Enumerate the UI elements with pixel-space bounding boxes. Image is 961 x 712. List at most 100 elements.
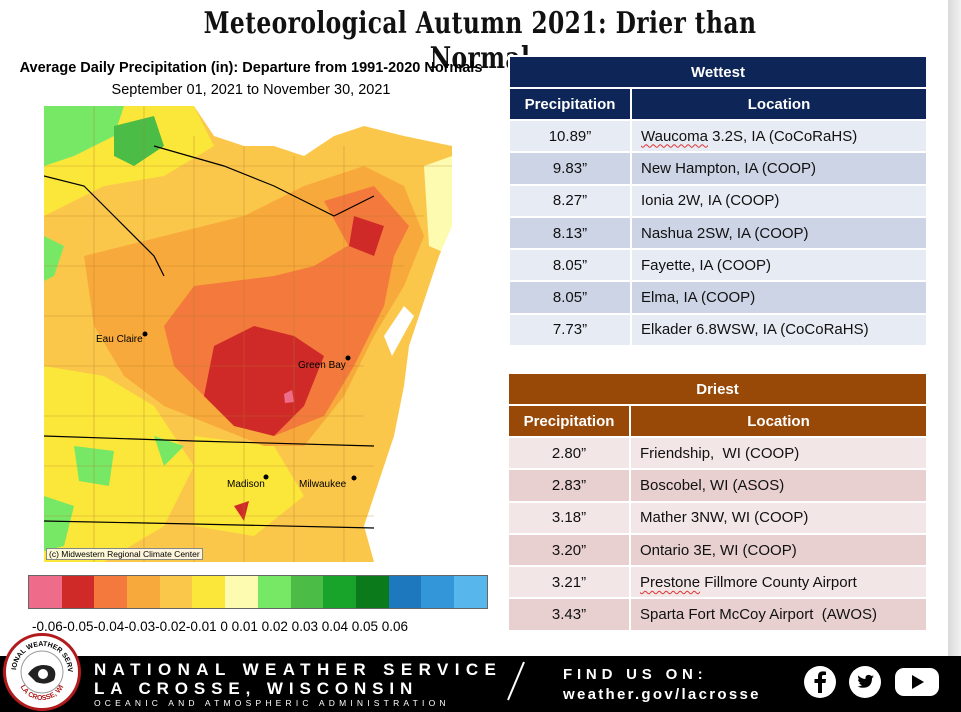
legend-color-swatch (225, 576, 258, 608)
wettest-location-text: New Hampton, IA (COOP) (641, 159, 817, 177)
wettest-precip-cell: 8.27” (508, 183, 632, 218)
footer-agency-name: OCEANIC AND ATMOSPHERIC ADMINISTRATION (94, 698, 450, 708)
driest-location-header: Location (629, 404, 928, 438)
wettest-precip-header: Precipitation (508, 87, 632, 121)
driest-location-text: Fillmore County Airport (700, 573, 857, 591)
driest-precip-cell: 2.80” (507, 435, 631, 471)
wettest-location-text: Elkader 6.8WSW, IA (CoCoRaHS) (641, 321, 869, 339)
legend-color-swatch (355, 576, 389, 608)
city-label-eau-claire: Eau Claire (96, 334, 143, 345)
city-label-green-bay: Green Bay (298, 360, 346, 371)
wettest-location-cell: New Hampton, IA (COOP) (630, 151, 928, 186)
legend-color-swatch (421, 576, 454, 608)
legend-color-swatch (290, 576, 324, 608)
driest-location-cell: Prestone Fillmore County Airport (629, 565, 928, 600)
legend-tick-labels: -0.06-0.05-0.04-0.03-0.02-0.01 0 0.01 0.… (32, 619, 409, 634)
wettest-location-header: Location (630, 87, 928, 121)
footer-org-name: NATIONAL WEATHER SERVICE (94, 660, 503, 679)
legend-color-swatch (29, 576, 62, 608)
driest-location-cell: Sparta Fort McCoy Airport (AWOS) (629, 597, 928, 632)
map-title: Average Daily Precipitation (in): Depart… (19, 60, 483, 76)
driest-precip-header: Precipitation (507, 404, 631, 438)
driest-location-cell: Mather 3NW, WI (COOP) (629, 500, 928, 535)
driest-table-row: 3.21” Prestone Fillmore County Airport (507, 565, 928, 600)
wettest-location-text: Ionia 2W, IA (COOP) (641, 192, 780, 210)
driest-location-cell: Ontario 3E, WI (COOP) (629, 532, 928, 568)
driest-precip-cell: 3.21” (507, 565, 631, 600)
wettest-table-row: 9.83” New Hampton, IA (COOP) (508, 151, 928, 186)
driest-table-row: 3.18” Mather 3NW, WI (COOP) (507, 500, 928, 535)
legend-color-swatch (453, 576, 487, 608)
wettest-table-row: 8.05” Fayette, IA (COOP) (508, 248, 928, 283)
legend-color-swatch (257, 576, 291, 608)
wettest-precip-cell: 7.73” (508, 312, 632, 348)
twitter-icon[interactable] (848, 665, 882, 699)
legend-color-swatch (61, 576, 95, 608)
spellcheck-flagged-word: Waucoma (641, 127, 708, 145)
wettest-location-text: 3.2S, IA (CoCoRaHS) (707, 127, 858, 145)
wettest-precip-cell: 8.05” (508, 280, 632, 315)
legend-color-swatch (192, 576, 226, 608)
driest-precip-cell: 2.83” (507, 468, 631, 503)
driest-table-row: 3.20” Ontario 3E, WI (COOP) (507, 532, 928, 568)
wettest-location-cell: Waucoma 3.2S, IA (CoCoRaHS) (630, 118, 928, 154)
nws-logo-icon: NATIONAL WEATHER SERVICE LA CROSSE, WI (3, 631, 76, 706)
wettest-location-cell: Fayette, IA (COOP) (630, 248, 928, 283)
youtube-icon[interactable] (893, 665, 941, 699)
driest-location-cell: Boscobel, WI (ASOS) (629, 468, 928, 503)
wettest-precip-cell: 8.05” (508, 248, 632, 283)
legend-color-swatch (127, 576, 160, 608)
driest-table-row: 3.43” Sparta Fort McCoy Airport (AWOS) (507, 597, 928, 632)
map-copyright: (c) Midwestern Regional Climate Center (46, 548, 203, 560)
driest-precip-cell: 3.43” (507, 597, 631, 632)
driest-location-text: Boscobel, WI (ASOS) (640, 476, 785, 494)
wettest-precip-cell: 10.89” (508, 118, 632, 154)
wettest-location-cell: Elkader 6.8WSW, IA (CoCoRaHS) (630, 312, 928, 348)
map-subtitle: September 01, 2021 to November 30, 2021 (111, 82, 391, 98)
wettest-table-row: 8.27” Ionia 2W, IA (COOP) (508, 183, 928, 218)
city-label-madison: Madison (227, 479, 265, 490)
wettest-location-text: Fayette, IA (COOP) (641, 256, 772, 274)
footer-website-link[interactable]: weather.gov/lacrosse (563, 686, 761, 703)
wettest-precip-cell: 8.13” (508, 215, 632, 251)
driest-precip-cell: 3.18” (507, 500, 631, 535)
map-color-legend (28, 575, 488, 609)
nws-logo: NATIONAL WEATHER SERVICE LA CROSSE, WI (3, 631, 81, 711)
wettest-table: Wettest Precipitation Location 10.89” Wau… (508, 55, 928, 348)
driest-location-text: Sparta Fort McCoy Airport (AWOS) (640, 606, 877, 624)
precipitation-departure-map: Eau Claire Green Bay Madison Milwaukee (44, 106, 452, 562)
spellcheck-flagged-word: Prestone (640, 573, 701, 591)
legend-color-swatch (323, 576, 356, 608)
legend-color-swatch (94, 576, 128, 608)
driest-table-title: Driest (507, 372, 928, 406)
facebook-icon[interactable] (803, 665, 837, 699)
driest-table-row: 2.80” Friendship, WI (COOP) (507, 435, 928, 471)
wettest-table-row: 10.89” Waucoma 3.2S, IA (CoCoRaHS) (508, 118, 928, 154)
driest-table: Driest Precipitation Location 2.80” Frien… (507, 372, 928, 632)
wettest-precip-cell: 9.83” (508, 151, 632, 186)
footer-divider-slash (507, 661, 525, 701)
legend-color-swatch (159, 576, 193, 608)
wettest-location-cell: Ionia 2W, IA (COOP) (630, 183, 928, 218)
footer-find-us-label: FIND US ON: (563, 666, 708, 683)
driest-location-cell: Friendship, WI (COOP) (629, 435, 928, 471)
driest-location-text: Ontario 3E, WI (COOP) (640, 541, 797, 559)
driest-location-text: Friendship, WI (COOP) (640, 444, 800, 462)
wettest-table-row: 8.05” Elma, IA (COOP) (508, 280, 928, 315)
driest-precip-cell: 3.20” (507, 532, 631, 568)
wettest-table-title: Wettest (508, 55, 928, 89)
slide-edge-shadow (948, 0, 961, 656)
driest-table-row: 2.83” Boscobel, WI (ASOS) (507, 468, 928, 503)
wettest-location-cell: Nashua 2SW, IA (COOP) (630, 215, 928, 251)
wettest-location-text: Nashua 2SW, IA (COOP) (641, 224, 809, 242)
driest-location-text: Mather 3NW, WI (COOP) (640, 509, 809, 527)
footer-bar (0, 656, 961, 712)
wettest-table-row: 8.13” Nashua 2SW, IA (COOP) (508, 215, 928, 251)
map-graphic (44, 106, 452, 562)
wettest-location-cell: Elma, IA (COOP) (630, 280, 928, 315)
footer-office-name: LA CROSSE, WISCONSIN (94, 679, 419, 698)
legend-color-swatch (388, 576, 422, 608)
wettest-location-text: Elma, IA (COOP) (641, 289, 756, 307)
wettest-table-row: 7.73” Elkader 6.8WSW, IA (CoCoRaHS) (508, 312, 928, 348)
city-label-milwaukee: Milwaukee (299, 479, 347, 490)
